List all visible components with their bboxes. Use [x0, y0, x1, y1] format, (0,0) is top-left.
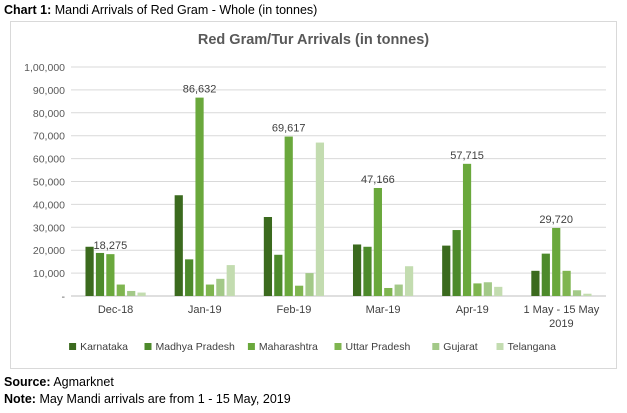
bar-karnataka	[442, 245, 451, 296]
legend-swatch	[69, 343, 77, 350]
bar-gujarat	[394, 284, 403, 296]
x-tick-label: Feb-19	[276, 304, 311, 316]
legend-swatch	[247, 343, 255, 350]
bar-karnataka	[352, 244, 362, 296]
bar-telangana	[583, 293, 592, 296]
data-label: 57,715	[450, 150, 484, 162]
chart-title: Red Gram/Tur Arrivals (in tonnes)	[197, 32, 430, 48]
legend-swatch	[334, 343, 342, 350]
y-tick-label: 90,000	[33, 85, 65, 97]
bar-maharashtra	[373, 187, 382, 296]
bar-madhya-pradesh	[274, 254, 283, 296]
chart-container: Red Gram/Tur Arrivals (in tonnes) - 10,00…	[10, 21, 617, 369]
y-tick-label: -	[62, 291, 66, 303]
bar-uttar-pradesh	[384, 287, 393, 296]
x-tick-label: 1 May - 15 May	[524, 304, 600, 316]
bar-maharashtra	[284, 136, 293, 296]
legend-label: Gujarat	[443, 341, 478, 353]
bar-madhya-pradesh	[95, 252, 105, 296]
source-text: Agmarknet	[53, 375, 114, 389]
bar-gujarat	[305, 273, 314, 296]
bar-telangana	[404, 266, 414, 296]
source-line: Source: Agmarknet	[4, 375, 114, 389]
legend-label: Maharashtra	[259, 341, 318, 353]
bar-gujarat	[216, 278, 225, 296]
bar-uttar-pradesh	[473, 283, 482, 296]
legend-label: Uttar Pradesh	[346, 341, 411, 353]
note-line: Note: May Mandi arrivals are from 1 - 15…	[4, 392, 291, 406]
y-tick-label: 30,000	[33, 222, 65, 234]
legend-swatch	[144, 343, 152, 350]
x-tick-label: Apr-19	[456, 304, 489, 316]
legend-swatch	[496, 343, 504, 350]
bar-maharashtra	[462, 163, 472, 296]
legend-label: Madhya Pradesh	[156, 341, 236, 353]
y-tick-label: 1,00,000	[24, 62, 65, 74]
bar-maharashtra	[552, 227, 561, 296]
x-tick-label: Jan-19	[188, 304, 222, 316]
y-tick-label: 40,000	[33, 199, 65, 211]
chart-caption: Chart 1: Mandi Arrivals of Red Gram - Wh…	[4, 3, 317, 17]
bar-gujarat	[127, 290, 136, 296]
bar-uttar-pradesh	[205, 284, 215, 296]
x-tick-label: Mar-19	[366, 304, 401, 316]
bar-karnataka	[263, 216, 273, 296]
bar-telangana	[494, 286, 503, 296]
y-tick-label: 80,000	[33, 108, 65, 120]
y-tick-label: 60,000	[33, 154, 65, 166]
data-label: 69,617	[272, 123, 306, 135]
bar-telangana	[315, 142, 325, 296]
x-tick-label: 2019	[549, 318, 573, 330]
x-tick-label: Dec-18	[98, 304, 133, 316]
bar-karnataka	[85, 246, 94, 296]
data-label: 29,720	[539, 214, 573, 226]
note-text: May Mandi arrivals are from 1 - 15 May, …	[39, 392, 291, 406]
bar-gujarat	[572, 290, 582, 296]
legend-swatch	[432, 343, 440, 350]
note-label: Note:	[4, 392, 36, 406]
data-label: 86,632	[183, 84, 217, 96]
bar-telangana	[226, 265, 235, 296]
y-tick-label: 70,000	[33, 131, 65, 143]
y-tick-label: 50,000	[33, 177, 65, 189]
bar-uttar-pradesh	[116, 284, 125, 296]
bar-maharashtra	[106, 254, 115, 296]
bar-uttar-pradesh	[295, 285, 304, 296]
y-tick-label: 20,000	[33, 245, 65, 257]
bar-madhya-pradesh	[363, 246, 372, 296]
caption-label: Chart 1:	[4, 3, 52, 17]
bar-telangana	[137, 292, 146, 296]
data-label: 47,166	[361, 174, 395, 186]
data-label: 18,275	[94, 240, 128, 252]
bar-chart: - 10,000 20,000 30,000 40,000 50,000 60,000 70,…	[24, 62, 606, 353]
legend-label: Telangana	[508, 341, 557, 353]
bar-karnataka	[174, 195, 183, 296]
bar-maharashtra	[195, 97, 204, 296]
source-label: Source:	[4, 375, 51, 389]
y-tick-label: 10,000	[33, 268, 65, 280]
bar-karnataka	[531, 270, 540, 296]
legend-label: Karnataka	[80, 341, 128, 353]
bar-madhya-pradesh	[541, 253, 550, 296]
bar-madhya-pradesh	[452, 230, 461, 296]
bar-uttar-pradesh	[562, 270, 571, 296]
bar-madhya-pradesh	[185, 259, 194, 296]
bar-gujarat	[483, 282, 492, 296]
caption-text: Mandi Arrivals of Red Gram - Whole (in t…	[54, 3, 318, 17]
